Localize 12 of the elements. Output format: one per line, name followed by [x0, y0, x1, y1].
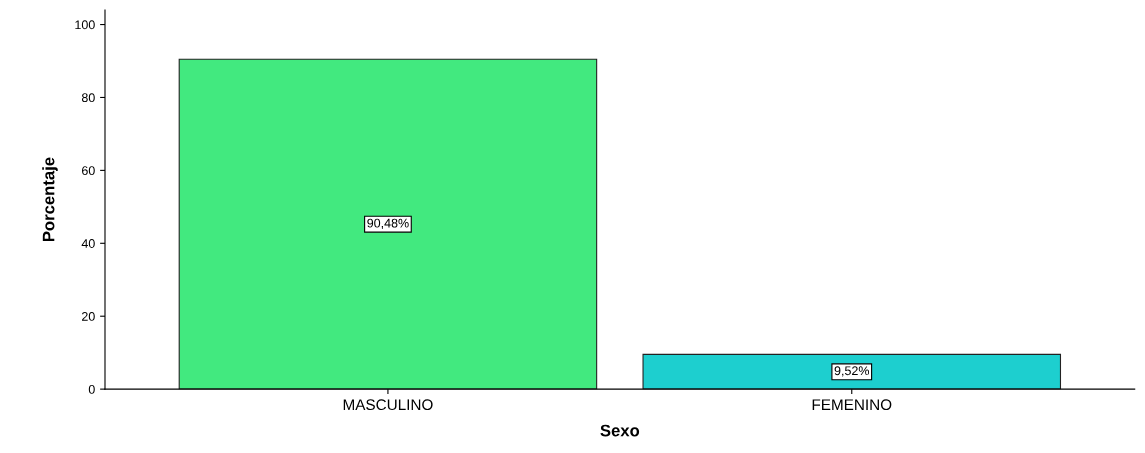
x-axis-title: Sexo: [600, 424, 640, 437]
y-axis-title: Porcentaje: [42, 157, 58, 242]
x-tick-label: MASCULINO: [343, 399, 433, 411]
y-tick-label: 40: [81, 239, 95, 248]
x-tick-label: FEMENINO: [812, 399, 892, 411]
data-label: 90,48%: [367, 218, 409, 230]
y-tick-label: 100: [75, 20, 95, 30]
data-label: 9,52%: [834, 366, 870, 377]
y-tick-label: 0: [88, 384, 95, 394]
y-tick-label: 60: [82, 166, 95, 176]
y-tick-label: 80: [81, 93, 95, 103]
y-tick-label: 20: [82, 312, 95, 321]
